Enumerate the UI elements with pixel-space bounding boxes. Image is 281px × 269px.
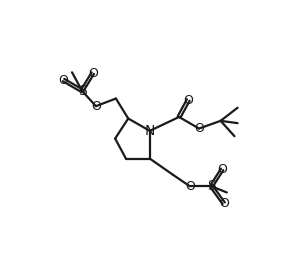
Text: O: O [217, 163, 227, 176]
Text: S: S [78, 84, 86, 98]
Text: O: O [183, 94, 193, 107]
Text: O: O [59, 73, 69, 87]
Text: N: N [145, 124, 155, 138]
Text: O: O [88, 67, 98, 80]
Text: O: O [185, 180, 195, 193]
Text: O: O [219, 197, 229, 210]
Text: S: S [207, 179, 216, 193]
Text: O: O [194, 122, 204, 135]
Text: O: O [91, 100, 101, 113]
